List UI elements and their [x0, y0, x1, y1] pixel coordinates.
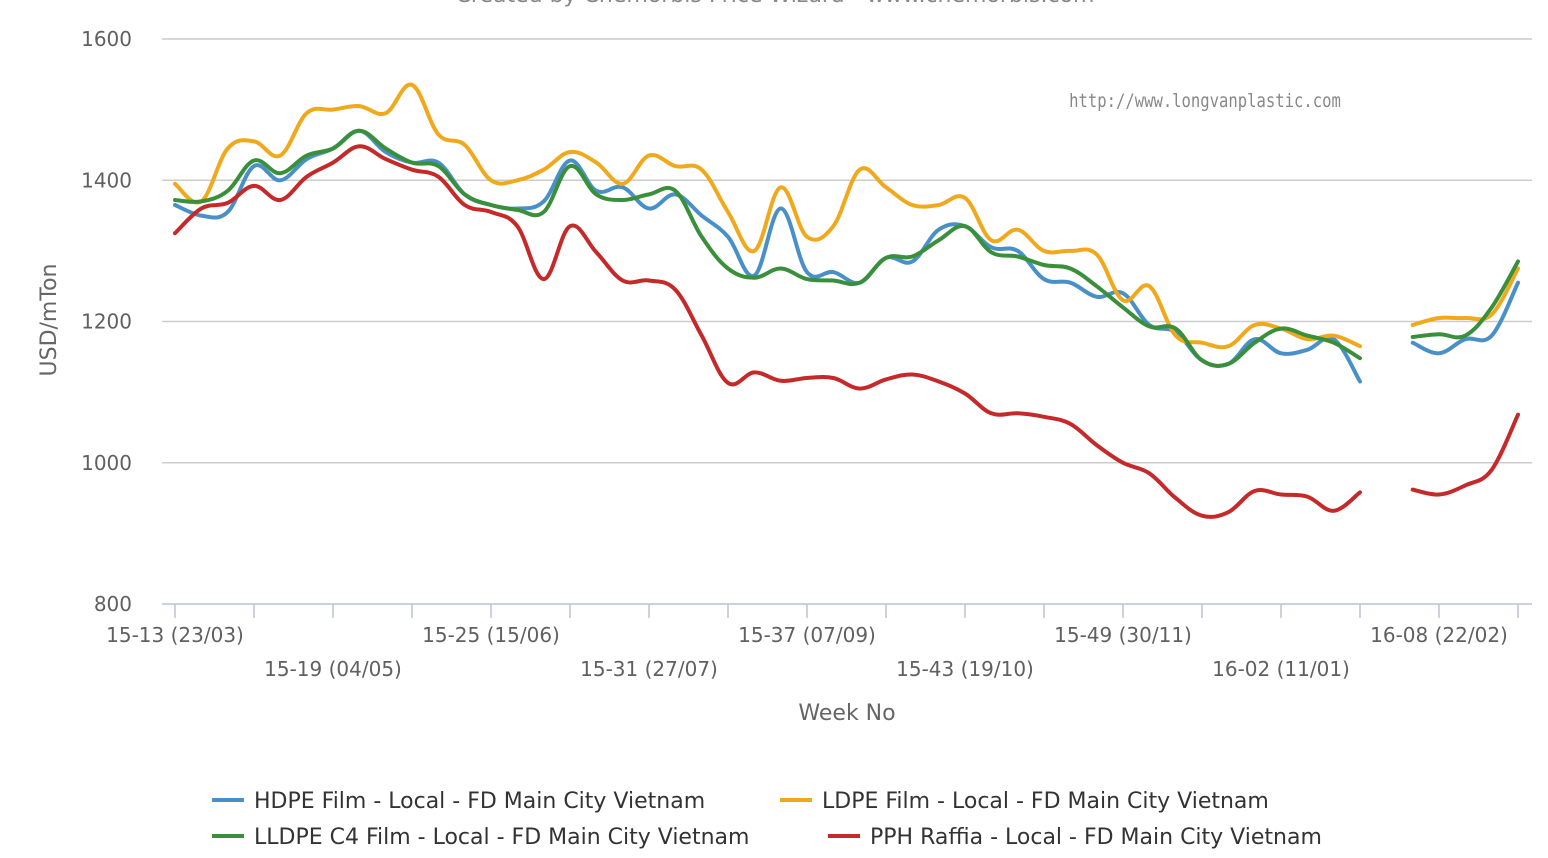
series-line-1 — [173, 128, 1520, 384]
y-tick-label: 1000 — [81, 451, 132, 475]
legend-item[interactable]: PPH Raffia - Local - FD Main City Vietna… — [828, 825, 1322, 850]
series-line-3 — [173, 128, 1520, 368]
series-segment — [1410, 266, 1520, 327]
x-tick-label: 16-08 (22/02) — [1370, 623, 1508, 647]
series-line-2 — [173, 82, 1520, 350]
y-tick-label: 1600 — [81, 27, 132, 51]
series-segment — [1410, 412, 1520, 497]
series-lines — [173, 82, 1520, 519]
chart-header: Created by Chemorbis Price Wizard - www.… — [456, 0, 1095, 8]
x-tick-label: 15-19 (04/05) — [264, 657, 402, 681]
y-tick-label: 1200 — [81, 310, 132, 334]
x-tick-label: 16-02 (11/01) — [1212, 657, 1350, 681]
y-tick-label: 800 — [94, 592, 132, 616]
series-segment — [173, 128, 1362, 384]
series-segment — [1410, 259, 1520, 340]
series-segment — [173, 144, 1362, 519]
x-axis-tick-labels: 15-13 (23/03) 15-19 (04/05) 15-25 (15/06) 1… — [106, 623, 1508, 681]
x-tick-label: 15-31 (27/07) — [580, 657, 718, 681]
legend-item[interactable]: LDPE Film - Local - FD Main City Vietnam — [780, 789, 1269, 814]
x-tick-label: 15-37 (07/09) — [738, 623, 876, 647]
legend-item[interactable]: LLDPE C4 Film - Local - FD Main City Vie… — [212, 825, 749, 850]
legend-label: HDPE Film - Local - FD Main City Vietnam — [254, 789, 705, 814]
y-axis-title: USD/mTon — [37, 264, 62, 377]
watermark-text: http://www.longvanplastic.com — [1069, 91, 1341, 113]
y-tick-label: 1400 — [81, 168, 132, 192]
legend-item[interactable]: HDPE Film - Local - FD Main City Vietnam — [212, 789, 705, 814]
x-tick-label: 15-49 (30/11) — [1054, 623, 1192, 647]
x-tick-label: 15-13 (23/03) — [106, 623, 244, 647]
series-segment — [1410, 280, 1520, 356]
series-segment — [173, 128, 1362, 368]
grid-lines — [162, 38, 1532, 464]
x-axis — [162, 603, 1532, 618]
x-axis-title: Week No — [798, 701, 895, 726]
legend-label: PPH Raffia - Local - FD Main City Vietna… — [870, 825, 1322, 850]
y-axis-tick-labels: 800 1000 1200 1400 1600 — [81, 27, 132, 616]
x-tick-label: 15-43 (19/10) — [896, 657, 1034, 681]
series-segment — [173, 82, 1362, 350]
x-tick-label: 15-25 (15/06) — [422, 623, 560, 647]
legend-label: LLDPE C4 Film - Local - FD Main City Vie… — [254, 825, 749, 850]
legend-label: LDPE Film - Local - FD Main City Vietnam — [822, 789, 1269, 814]
series-line-4 — [173, 144, 1520, 519]
legend: HDPE Film - Local - FD Main City Vietnam… — [212, 789, 1322, 850]
